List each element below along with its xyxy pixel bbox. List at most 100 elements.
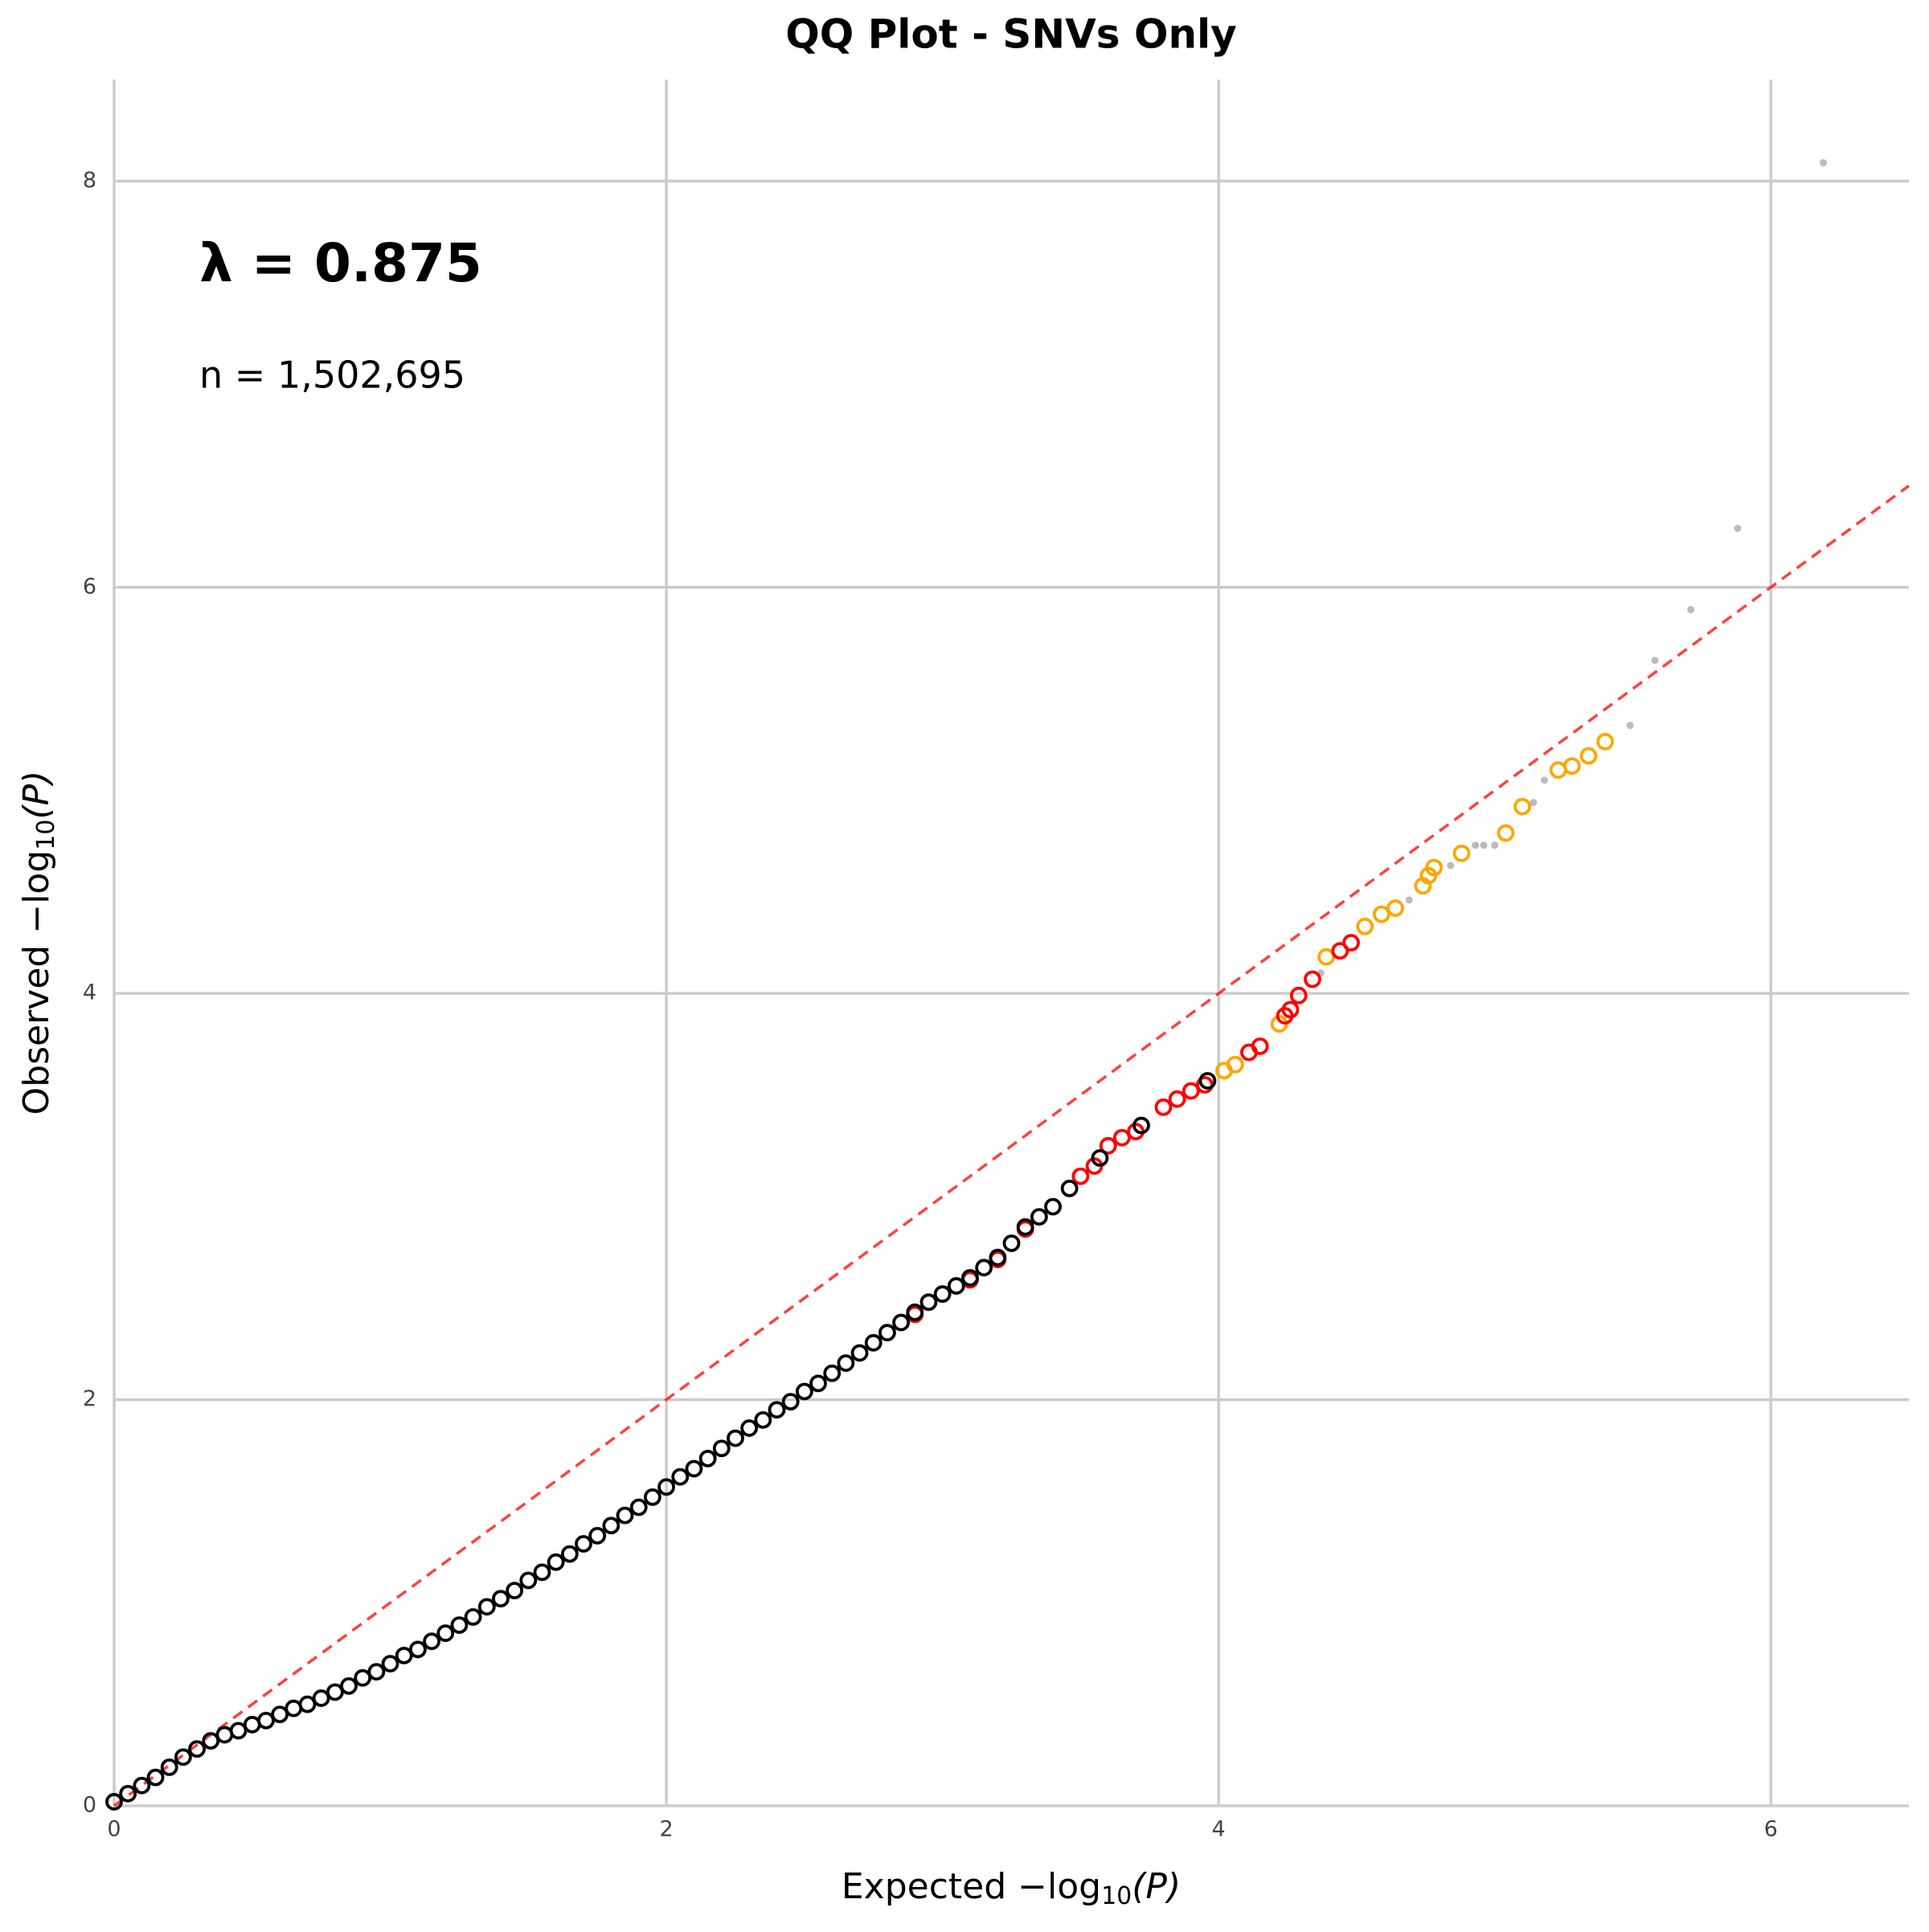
point: [312, 1689, 330, 1707]
point: [975, 1259, 993, 1277]
point: [919, 1293, 938, 1312]
point: [464, 1608, 482, 1626]
point: [560, 1545, 579, 1563]
y-tick-label: 2: [83, 1386, 96, 1411]
chart-title: QQ Plot - SNVs Only: [785, 11, 1237, 58]
point: [105, 1793, 123, 1811]
point: [1002, 1234, 1021, 1252]
point: [1071, 1167, 1090, 1185]
point: [1060, 1179, 1079, 1197]
point: [1182, 1082, 1200, 1100]
point: [285, 1699, 303, 1717]
point: [1447, 862, 1455, 870]
point: [436, 1624, 455, 1643]
point: [1289, 986, 1308, 1005]
point: [1626, 722, 1634, 730]
point: [298, 1695, 317, 1713]
point: [1331, 942, 1349, 960]
point: [1596, 732, 1615, 751]
point: [1687, 606, 1695, 614]
point: [727, 1429, 744, 1447]
point: [1579, 747, 1598, 765]
point: [906, 1304, 924, 1321]
grid: [113, 80, 1909, 1807]
point: [754, 1410, 772, 1429]
point: [864, 1333, 883, 1352]
point: [685, 1459, 703, 1478]
point: [243, 1716, 261, 1733]
x-label-suffix: (P): [1132, 1866, 1181, 1907]
point: [1226, 1055, 1244, 1074]
point: [229, 1721, 248, 1740]
point: [188, 1740, 206, 1758]
count-annotation: n = 1,502,695: [199, 354, 465, 397]
point: [547, 1553, 565, 1571]
reference-line: [113, 485, 1911, 1807]
point: [1091, 1148, 1109, 1167]
point: [1405, 896, 1413, 904]
point: [381, 1655, 399, 1673]
point: [781, 1393, 800, 1411]
point: [160, 1758, 178, 1776]
point: [367, 1663, 386, 1681]
point: [1452, 844, 1471, 862]
point: [933, 1285, 952, 1304]
point: [1651, 657, 1659, 665]
point: [1113, 1128, 1131, 1147]
point: [1168, 1090, 1186, 1108]
point: [644, 1488, 661, 1506]
point: [477, 1598, 496, 1616]
point: [1016, 1218, 1034, 1236]
x-tick-label: 0: [107, 1817, 121, 1842]
point: [1251, 1037, 1269, 1055]
point: [961, 1269, 979, 1287]
point: [1281, 1001, 1300, 1019]
point: [698, 1449, 717, 1467]
point: [133, 1776, 151, 1795]
point: [1356, 917, 1374, 935]
x-label-subscript: 10: [1101, 1882, 1132, 1910]
point: [1342, 934, 1360, 952]
point: [1154, 1098, 1173, 1116]
point: [575, 1535, 592, 1553]
point: [533, 1563, 551, 1582]
y-tick-label: 6: [83, 574, 96, 599]
x-axis-label: Expected −log10(P): [842, 1866, 1181, 1910]
x-tick-label: 6: [1764, 1817, 1778, 1842]
point: [1549, 761, 1567, 780]
x-label-prefix: Expected −log: [842, 1866, 1101, 1907]
point: [588, 1527, 607, 1545]
point: [837, 1354, 855, 1373]
point: [202, 1732, 220, 1750]
point: [809, 1374, 827, 1393]
point: [1562, 757, 1581, 776]
point: [1491, 841, 1499, 849]
point: [1317, 948, 1336, 966]
x-tick-label: 2: [659, 1817, 673, 1842]
point: [795, 1382, 813, 1401]
point: [1372, 905, 1390, 923]
point: [616, 1506, 634, 1525]
point: [174, 1748, 192, 1766]
point: [671, 1467, 690, 1486]
point: [1425, 858, 1444, 877]
point: [450, 1616, 469, 1634]
point: [395, 1647, 413, 1664]
point: [1030, 1208, 1048, 1226]
lambda-annotation: λ = 0.875: [199, 232, 482, 294]
point: [326, 1683, 344, 1701]
point: [892, 1313, 910, 1332]
point: [1541, 776, 1549, 784]
y-tick-label: 8: [83, 168, 96, 193]
point: [850, 1344, 869, 1362]
series: [1317, 159, 1828, 977]
point: [947, 1277, 965, 1295]
point: [1472, 841, 1480, 849]
point: [1386, 899, 1404, 917]
point: [354, 1668, 372, 1687]
y-tick-label: 0: [83, 1793, 96, 1818]
point: [768, 1401, 786, 1419]
point: [740, 1419, 759, 1437]
point: [408, 1640, 427, 1659]
y-label-subscript: 10: [32, 820, 60, 850]
